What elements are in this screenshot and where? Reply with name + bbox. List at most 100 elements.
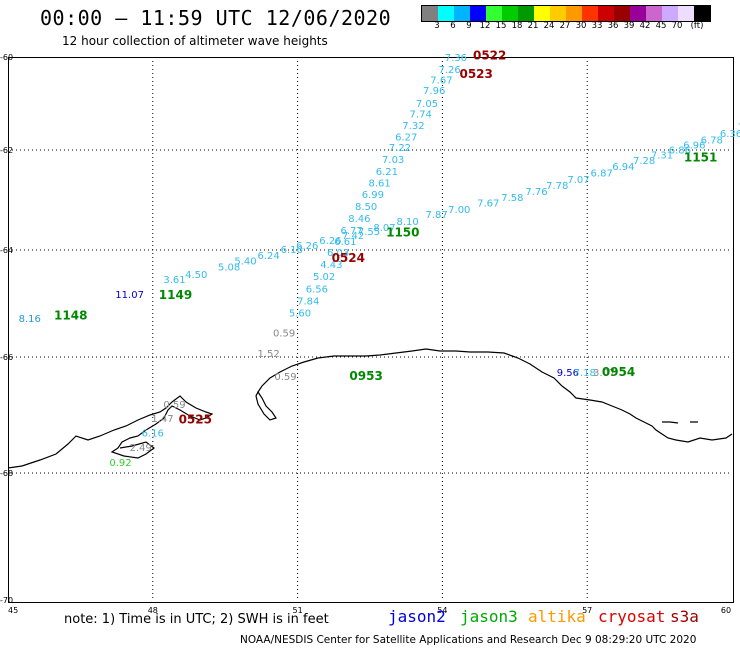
pass-time-label: 1149 (159, 288, 192, 302)
wave-height-value: 6.10 (281, 245, 303, 256)
wave-height-value: 7.18 (574, 368, 596, 379)
legend-swatch (534, 6, 550, 21)
wave-height-value: 6.86 (669, 146, 691, 157)
wave-height-value: 6.26 (319, 236, 341, 247)
footnote: note: 1) Time is in UTC; 2) SWH is in fe… (64, 612, 329, 627)
longitude-label: 60 (721, 606, 731, 615)
legend-label: 12 (479, 21, 491, 31)
wave-height-value: 7.87 (425, 210, 447, 221)
satellite-jason3: jason3 (460, 607, 518, 626)
legend-swatch (662, 6, 678, 21)
legend-label: 36 (607, 21, 619, 31)
wave-height-value: 4.50 (185, 270, 207, 281)
wave-height-value: 1.47 (151, 414, 173, 425)
legend-label: 24 (543, 21, 555, 31)
legend-label: 39 (623, 21, 635, 31)
pass-time-label: 0954 (602, 365, 635, 379)
legend-label: 9 (466, 21, 472, 31)
legend-label: 42 (639, 21, 651, 31)
pass-time-labels: 0522 0523 0524 0525 1150 1151 1149 1148 0953 0954 (54, 48, 717, 426)
wave-height-value: 6.94 (612, 162, 634, 173)
wave-height-value: 6.96 (683, 141, 705, 152)
legend-swatch (646, 6, 662, 21)
wave-height-value: 7.28 (633, 156, 655, 167)
coastline-enderby-land (257, 348, 733, 443)
legend-label: 70 (671, 21, 683, 31)
wave-height-value: 6.24 (258, 251, 280, 262)
wave-height-value: 6.36 (720, 129, 740, 140)
wave-height-value: 5.40 (234, 256, 256, 267)
wave-height-value: 7.76 (525, 187, 547, 198)
map-subtitle: 12 hour collection of altimeter wave hei… (62, 34, 328, 48)
legend-swatch (678, 6, 694, 21)
wave-height-value: 7.26 (439, 65, 461, 76)
legend-label: 27 (559, 21, 571, 31)
map-frame (8, 57, 734, 603)
wave-height-value: 5.08 (218, 262, 240, 273)
legend-label: 15 (495, 21, 507, 31)
legend-swatch (486, 6, 502, 21)
latitude-label: -62 (0, 146, 13, 155)
wave-height-value: 7.42 (342, 231, 364, 242)
legend-swatch (694, 6, 710, 21)
wave-height-value: 2.49 (130, 443, 152, 454)
wave-height-value: 6.77 (341, 226, 363, 237)
wave-height-value: 7.74 (410, 109, 432, 120)
longitude-label: 57 (582, 606, 592, 615)
wave-height-value: 7.67 (430, 76, 452, 87)
wave-height-value: 11.07 (115, 290, 144, 301)
wave-height-value: 6.27 (395, 133, 417, 144)
wave-height-value: 6.16 (142, 428, 164, 439)
wave-height-value: 8.61 (369, 179, 391, 190)
pass-time-label: 0953 (349, 369, 382, 383)
legend-swatch (566, 6, 582, 21)
wave-height-value: 7.96 (423, 86, 445, 97)
legend-label: 30 (575, 21, 587, 31)
wave-height-value: 7.22 (389, 143, 411, 154)
coastline-inlet (255, 390, 277, 421)
wave-height-value: 8.16 (19, 314, 41, 325)
wave-height-value: 7.67 (477, 199, 499, 210)
graticule (8, 57, 732, 601)
wave-height-value: 6.87 (591, 169, 613, 180)
satellite-jason2: jason2 (388, 607, 446, 626)
wave-height-value: 0.59 (273, 329, 295, 340)
legend-swatch (550, 6, 566, 21)
wave-height-value: 0.92 (109, 458, 131, 469)
longitude-labels: 45 48 51 54 57 60 (8, 606, 731, 615)
legend-swatch (502, 6, 518, 21)
wave-height-value: 7.84 (297, 297, 319, 308)
antarctic-coastline (7, 395, 214, 469)
latitude-label: -70 (0, 596, 13, 605)
longitude-label: 54 (437, 606, 447, 615)
satellite-s3a: s3a (670, 607, 699, 626)
wave-height-value: 8.50 (355, 202, 377, 213)
satellite-cryosat: cryosat (598, 607, 666, 626)
legend-swatch (518, 6, 534, 21)
satellite-altika: altika (528, 607, 586, 626)
credit-line: NOAA/NESDIS Center for Satellite Applica… (240, 634, 697, 646)
color-scale-legend (421, 5, 711, 22)
wave-height-value: 6.78 (701, 135, 723, 146)
wave-height-value: 7.78 (546, 181, 568, 192)
legend-swatch (614, 6, 630, 21)
wave-height-value: 6.26 (296, 241, 318, 252)
wave-height-value: 3.61 (163, 275, 185, 286)
legend-label: (ft) (690, 21, 704, 31)
wave-height-value: 3.07 (593, 368, 615, 379)
pass-time-label: 0523 (459, 67, 492, 81)
legend-swatch (630, 6, 646, 21)
wave-height-value: 0.59 (274, 372, 296, 383)
legend-swatch (470, 6, 486, 21)
longitude-label: 48 (148, 606, 158, 615)
legend-label: 6 (450, 21, 456, 31)
wave-height-value: 6.99 (362, 190, 384, 201)
longitude-label: 51 (293, 606, 303, 615)
wave-height-value: 5.60 (289, 308, 311, 319)
latitude-labels: -60 -62 -64 -66 -68 -70 (0, 53, 13, 605)
wave-height-value: 6.61 (334, 237, 356, 248)
wave-height-value: 8.10 (397, 217, 419, 228)
wave-height-value: 7.55 (358, 227, 380, 238)
observation-labels: 7.367.267.677.967.057.747.326.277.227.03… (19, 53, 740, 469)
